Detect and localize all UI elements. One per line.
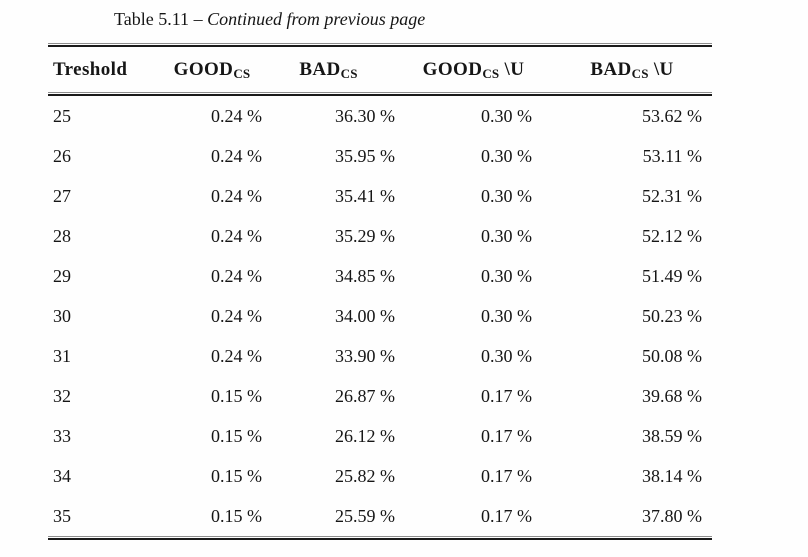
table-row: 29 0.24 % 34.85 % 0.30 % 51.49 % xyxy=(48,256,712,296)
cell-good-cs-u: 0.17 % xyxy=(481,505,532,526)
cell-good-cs: 0.24 % xyxy=(211,265,262,286)
table-row: 32 0.15 % 26.87 % 0.17 % 39.68 % xyxy=(48,376,712,416)
cell-good-cs: 0.15 % xyxy=(211,425,262,446)
table-row: 33 0.15 % 26.12 % 0.17 % 38.59 % xyxy=(48,416,712,456)
caption-note: Continued from previous page xyxy=(207,9,426,29)
cell-good-cs: 0.24 % xyxy=(211,105,262,126)
cell-bad-cs: 25.82 % xyxy=(335,465,395,486)
cell-bad-cs: 34.85 % xyxy=(335,265,395,286)
cell-bad-cs-u: 39.68 % xyxy=(642,385,702,406)
cell-good-cs-u: 0.17 % xyxy=(481,425,532,446)
cell-good-cs-u: 0.17 % xyxy=(481,465,532,486)
column-header-bad-cs: BADCS xyxy=(299,58,358,81)
cell-bad-cs-u: 50.08 % xyxy=(642,345,702,366)
column-header-bad-cs-u: BADCS \U xyxy=(590,58,674,81)
cell-bad-cs: 36.30 % xyxy=(335,105,395,126)
column-header-good-cs: GOODCS xyxy=(173,58,251,81)
table-row: 27 0.24 % 35.41 % 0.30 % 52.31 % xyxy=(48,176,712,216)
bottom-rule xyxy=(48,536,712,540)
cell-good-cs: 0.24 % xyxy=(211,345,262,366)
cell-bad-cs-u: 52.31 % xyxy=(642,185,702,206)
data-table: 25 0.24 % 36.30 % 0.30 % 53.62 % 26 0.24… xyxy=(48,96,712,536)
cell-good-cs-u: 0.30 % xyxy=(481,305,532,326)
table-caption: Table 5.11 – Continued from previous pag… xyxy=(114,0,808,32)
cell-treshold: 32 xyxy=(53,385,71,406)
cell-good-cs-u: 0.30 % xyxy=(481,345,532,366)
cell-bad-cs-u: 53.62 % xyxy=(642,105,702,126)
cell-treshold: 30 xyxy=(53,305,71,326)
table-row: 26 0.24 % 35.95 % 0.30 % 53.11 % xyxy=(48,136,712,176)
table-row: 28 0.24 % 35.29 % 0.30 % 52.12 % xyxy=(48,216,712,256)
cell-bad-cs: 26.87 % xyxy=(335,385,395,406)
cell-bad-cs-u: 50.23 % xyxy=(642,305,702,326)
cell-good-cs: 0.15 % xyxy=(211,505,262,526)
cell-treshold: 34 xyxy=(53,465,71,486)
header-row: Treshold GOODCS BADCS GOODCS \U BADCS \U xyxy=(48,47,712,92)
cell-bad-cs: 26.12 % xyxy=(335,425,395,446)
cell-bad-cs: 34.00 % xyxy=(335,305,395,326)
cell-bad-cs-u: 52.12 % xyxy=(642,225,702,246)
cell-bad-cs-u: 51.49 % xyxy=(642,265,702,286)
cell-treshold: 26 xyxy=(53,145,71,166)
cell-good-cs-u: 0.30 % xyxy=(481,105,532,126)
cell-good-cs-u: 0.30 % xyxy=(481,185,532,206)
table-row: 35 0.15 % 25.59 % 0.17 % 37.80 % xyxy=(48,496,712,536)
cell-good-cs: 0.15 % xyxy=(211,385,262,406)
column-header-good-cs-u: GOODCS \U xyxy=(422,58,525,81)
table-row: 25 0.24 % 36.30 % 0.30 % 53.62 % xyxy=(48,96,712,136)
cell-good-cs-u: 0.30 % xyxy=(481,145,532,166)
top-rule xyxy=(48,43,712,47)
cell-good-cs-u: 0.30 % xyxy=(481,265,532,286)
cell-bad-cs-u: 38.59 % xyxy=(642,425,702,446)
cell-good-cs: 0.24 % xyxy=(211,145,262,166)
caption-dash: – xyxy=(193,9,203,29)
cell-treshold: 31 xyxy=(53,345,71,366)
caption-table-label: Table 5.11 xyxy=(114,9,190,29)
cell-bad-cs-u: 37.80 % xyxy=(642,505,702,526)
cell-good-cs-u: 0.30 % xyxy=(481,225,532,246)
cell-good-cs-u: 0.17 % xyxy=(481,385,532,406)
cell-bad-cs: 35.41 % xyxy=(335,185,395,206)
column-header-treshold: Treshold xyxy=(53,58,128,80)
cell-good-cs: 0.15 % xyxy=(211,465,262,486)
header-rule xyxy=(48,92,712,96)
table-row: 30 0.24 % 34.00 % 0.30 % 50.23 % xyxy=(48,296,712,336)
cell-treshold: 27 xyxy=(53,185,71,206)
cell-treshold: 29 xyxy=(53,265,71,286)
cell-bad-cs-u: 38.14 % xyxy=(642,465,702,486)
cell-bad-cs-u: 53.11 % xyxy=(642,145,702,166)
table-row: 31 0.24 % 33.90 % 0.30 % 50.08 % xyxy=(48,336,712,376)
cell-bad-cs: 35.29 % xyxy=(335,225,395,246)
cell-good-cs: 0.24 % xyxy=(211,185,262,206)
cell-treshold: 35 xyxy=(53,505,71,526)
table-row: 34 0.15 % 25.82 % 0.17 % 38.14 % xyxy=(48,456,712,496)
cell-bad-cs: 33.90 % xyxy=(335,345,395,366)
cell-treshold: 25 xyxy=(53,105,71,126)
cell-treshold: 28 xyxy=(53,225,71,246)
cell-bad-cs: 35.95 % xyxy=(335,145,395,166)
cell-treshold: 33 xyxy=(53,425,71,446)
cell-good-cs: 0.24 % xyxy=(211,225,262,246)
cell-good-cs: 0.24 % xyxy=(211,305,262,326)
cell-bad-cs: 25.59 % xyxy=(335,505,395,526)
header-table: Treshold GOODCS BADCS GOODCS \U BADCS \U xyxy=(48,47,712,92)
